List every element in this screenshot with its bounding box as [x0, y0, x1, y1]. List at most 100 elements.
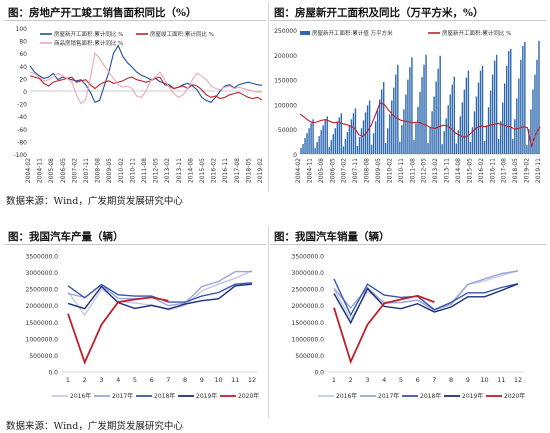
x-tick-label: 2013-11	[176, 158, 183, 183]
legend-label-1: 房屋竣工面积:累计同比 %	[150, 30, 214, 38]
bar	[401, 125, 403, 154]
bar	[439, 55, 441, 154]
x-tick-label: 2004-11	[306, 158, 313, 183]
x-tick-label: 7	[166, 376, 170, 384]
bar	[499, 121, 502, 154]
x-tick-label: 2010-11	[129, 158, 136, 183]
x-tick-label: 2011-08	[141, 158, 148, 183]
x-tick-label: 2	[349, 376, 353, 384]
bar	[522, 45, 524, 154]
bar	[360, 128, 363, 154]
x-tick-label: 2004-02	[295, 158, 302, 183]
panel-divider	[268, 2, 269, 192]
bar	[508, 50, 510, 154]
y-tick-label: -40	[17, 114, 27, 121]
legend-label-1: 2017年	[112, 392, 133, 400]
x-tick-label: 2007-11	[352, 158, 359, 183]
bar	[516, 98, 518, 154]
x-tick-label: 2019-02	[257, 158, 264, 183]
bar	[528, 129, 530, 154]
bar	[437, 68, 439, 154]
bar	[520, 59, 522, 155]
x-tick-label: 2007-02	[71, 158, 78, 183]
x-tick-label: 2013-02	[164, 158, 171, 183]
title-divider	[4, 244, 266, 245]
x-tick-label: 2007-02	[341, 158, 348, 183]
bar	[330, 140, 332, 154]
bar	[510, 48, 512, 154]
bar	[421, 77, 423, 154]
x-tick-label: 2004-11	[37, 158, 44, 183]
bar	[524, 41, 526, 154]
x-tick-label: 2015-05	[199, 158, 206, 183]
legend-label-2: 商品房销售面积:累计同比 %	[54, 39, 123, 47]
bar	[320, 130, 322, 154]
series-line-2	[333, 278, 519, 317]
bar	[518, 78, 520, 154]
x-tick-label: 5	[133, 376, 137, 384]
bar	[435, 81, 437, 154]
x-tick-label: 2018-05	[512, 158, 519, 183]
x-tick-label: 2017-08	[501, 158, 508, 183]
series-line-4	[333, 294, 435, 365]
legend-label-2: 2018年	[154, 392, 175, 400]
y-tick-label: 40	[19, 64, 27, 71]
y-tick-label: -100	[13, 152, 27, 159]
bar	[461, 102, 464, 154]
bar	[306, 133, 308, 154]
x-tick-label: 2008-08	[364, 158, 371, 183]
y-tick-label: 0.0	[314, 370, 324, 377]
bar	[451, 84, 453, 154]
chart-real-estate-yoy: -100 -80 -60 -40 -20 0 20 40 60 80 100 2004-02 2004-…	[13, 26, 264, 183]
y-tick-label: -20	[17, 102, 27, 109]
bar	[336, 122, 339, 154]
bar	[304, 138, 306, 154]
bar	[506, 65, 508, 154]
x-tick-label: 8	[183, 376, 187, 384]
x-tick-label: 2019-02	[524, 158, 531, 183]
x-tick-label: 2018-05	[245, 158, 252, 183]
bar	[483, 141, 486, 154]
bar	[532, 89, 534, 154]
x-tick-label: 5	[399, 376, 403, 384]
x-tick-label: 11	[231, 376, 239, 384]
series-line-1	[333, 270, 519, 311]
legend-label-4: 2020年	[504, 392, 525, 400]
bar	[495, 54, 498, 154]
bar	[318, 136, 320, 154]
legend-label-0: 2016年	[70, 392, 91, 400]
bar	[512, 139, 514, 154]
chart-title: 图：我国汽车销量（辆）	[274, 231, 390, 243]
y-tick-label: 100000	[274, 102, 297, 109]
y-tick-label: 80	[19, 39, 27, 46]
series-line-2	[29, 52, 263, 105]
x-tick-label: 6	[150, 376, 154, 384]
source-note: 数据来源：Wind，广发期货发展研究中心	[6, 196, 183, 207]
y-tick-label: 60	[19, 51, 27, 58]
bar	[308, 128, 310, 154]
bar	[387, 128, 389, 154]
bar	[393, 87, 395, 154]
bar	[370, 145, 373, 154]
x-tick-label: 3	[365, 376, 369, 384]
legend-label-3: 2019年	[196, 392, 217, 400]
bar	[427, 143, 429, 154]
bar	[391, 100, 393, 154]
bar	[374, 121, 377, 154]
bar	[475, 96, 478, 154]
bar	[344, 139, 347, 154]
x-tick-label: 2007-11	[83, 158, 90, 183]
legend-label-0: 房屋新开工面积:累计同比 %	[54, 30, 123, 38]
bar	[443, 131, 445, 154]
title-divider	[270, 20, 546, 21]
x-tick-label: 2006-05	[60, 158, 67, 183]
x-tick-label: 1	[66, 376, 70, 384]
bar	[467, 70, 470, 154]
bar	[481, 65, 484, 154]
chart-auto-sales: 0.0500000.01000000.01500000.02000000.025…	[292, 254, 526, 401]
series-line-3	[67, 283, 253, 310]
y-tick-label: -80	[17, 139, 27, 146]
y-tick-label: 1500000.0	[26, 320, 59, 327]
bar	[334, 128, 336, 154]
bar	[514, 119, 516, 154]
